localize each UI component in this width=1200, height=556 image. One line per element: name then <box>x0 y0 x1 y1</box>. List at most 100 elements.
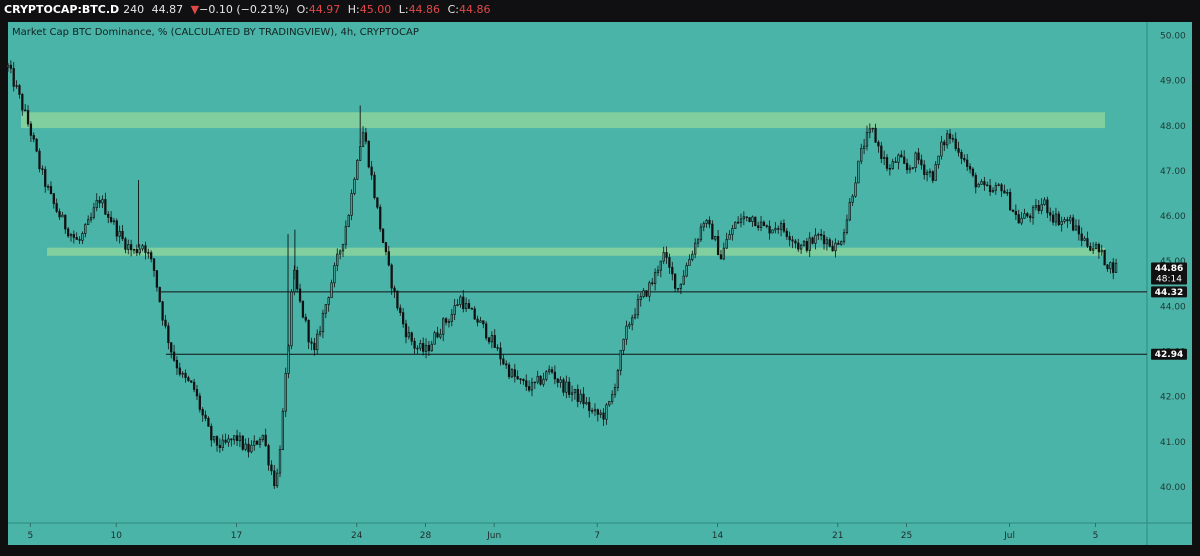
candle[interactable] <box>324 304 327 319</box>
candle[interactable] <box>791 235 794 249</box>
candle[interactable] <box>267 443 270 471</box>
candle[interactable] <box>880 141 883 164</box>
candle[interactable] <box>273 465 276 489</box>
candle[interactable] <box>628 321 631 329</box>
candle[interactable] <box>754 216 757 227</box>
candle[interactable] <box>771 229 774 234</box>
candle[interactable] <box>622 338 625 355</box>
price-tag-44.32[interactable]: 44.32 <box>1151 286 1187 298</box>
candle[interactable] <box>356 158 359 181</box>
candle[interactable] <box>968 163 972 174</box>
candle[interactable] <box>233 435 236 445</box>
candle[interactable] <box>181 371 184 378</box>
candle[interactable] <box>988 179 992 196</box>
candle[interactable] <box>164 315 167 329</box>
candle[interactable] <box>1017 209 1020 224</box>
interval-label[interactable]: 240 <box>123 3 145 16</box>
candle[interactable] <box>911 167 914 170</box>
candle[interactable] <box>264 428 267 447</box>
candle[interactable] <box>957 141 960 157</box>
candle[interactable] <box>842 228 846 245</box>
candle[interactable] <box>639 292 642 307</box>
candle[interactable] <box>885 154 889 172</box>
candle[interactable] <box>888 164 892 176</box>
candle[interactable] <box>487 336 491 345</box>
candle[interactable] <box>496 344 499 352</box>
candle[interactable] <box>903 150 906 165</box>
candle[interactable] <box>662 246 665 265</box>
candle[interactable] <box>407 326 410 340</box>
plot-area[interactable] <box>8 22 1147 523</box>
candle[interactable] <box>204 410 207 422</box>
candle[interactable] <box>476 315 479 327</box>
candle[interactable] <box>490 331 494 349</box>
candle[interactable] <box>782 219 786 234</box>
candle[interactable] <box>485 321 488 341</box>
candle[interactable] <box>413 337 416 355</box>
candle[interactable] <box>253 435 256 451</box>
candle[interactable] <box>64 214 67 234</box>
candle[interactable] <box>161 300 164 326</box>
candle[interactable] <box>920 154 923 170</box>
candle[interactable] <box>542 372 545 387</box>
candle[interactable] <box>679 283 683 295</box>
candle[interactable] <box>837 240 840 245</box>
candle[interactable] <box>502 354 505 366</box>
candle[interactable] <box>427 341 431 356</box>
candle[interactable] <box>576 384 579 408</box>
candle[interactable] <box>330 279 333 299</box>
candle[interactable] <box>565 375 568 399</box>
candle[interactable] <box>390 263 393 295</box>
candle[interactable] <box>41 165 44 175</box>
candle[interactable] <box>525 374 528 391</box>
candle[interactable] <box>107 211 110 224</box>
candle[interactable] <box>1046 196 1049 218</box>
candle[interactable] <box>304 313 307 323</box>
candle[interactable] <box>711 220 714 240</box>
candle[interactable] <box>333 262 336 288</box>
candle[interactable] <box>656 265 660 277</box>
candle[interactable] <box>87 215 90 225</box>
candle[interactable] <box>307 319 310 350</box>
candle[interactable] <box>596 408 599 422</box>
candle[interactable] <box>1109 261 1112 274</box>
candle[interactable] <box>1103 249 1106 266</box>
candle[interactable] <box>353 177 356 196</box>
candle[interactable] <box>685 262 688 278</box>
candle[interactable] <box>779 220 783 237</box>
candle[interactable] <box>1100 244 1103 256</box>
candle[interactable] <box>777 225 780 234</box>
candle[interactable] <box>533 381 536 389</box>
candle[interactable] <box>172 344 176 362</box>
candle[interactable] <box>550 366 554 375</box>
candle[interactable] <box>974 172 977 194</box>
candle[interactable] <box>150 250 153 263</box>
candle[interactable] <box>854 176 857 198</box>
candle[interactable] <box>387 245 390 267</box>
candle[interactable] <box>1097 242 1101 259</box>
candle[interactable] <box>1089 242 1092 252</box>
candle[interactable] <box>748 217 751 223</box>
candle[interactable] <box>1106 264 1109 272</box>
candle[interactable] <box>579 389 582 405</box>
candle[interactable] <box>570 385 574 402</box>
candle[interactable] <box>731 224 734 241</box>
candle[interactable] <box>834 238 837 258</box>
candle[interactable] <box>367 140 370 169</box>
candle[interactable] <box>301 300 305 319</box>
candle[interactable] <box>997 182 1000 187</box>
candle[interactable] <box>393 285 396 298</box>
candle[interactable] <box>905 158 909 174</box>
candle[interactable] <box>493 329 496 349</box>
candle[interactable] <box>224 433 227 445</box>
candle[interactable] <box>129 239 133 257</box>
candle[interactable] <box>802 239 806 247</box>
candle[interactable] <box>195 384 199 401</box>
candle[interactable] <box>12 62 15 92</box>
candle[interactable] <box>1069 214 1072 224</box>
candle[interactable] <box>416 345 419 355</box>
candle[interactable] <box>840 240 843 246</box>
candle[interactable] <box>648 280 651 302</box>
candle[interactable] <box>805 238 808 253</box>
candle[interactable] <box>527 380 531 393</box>
